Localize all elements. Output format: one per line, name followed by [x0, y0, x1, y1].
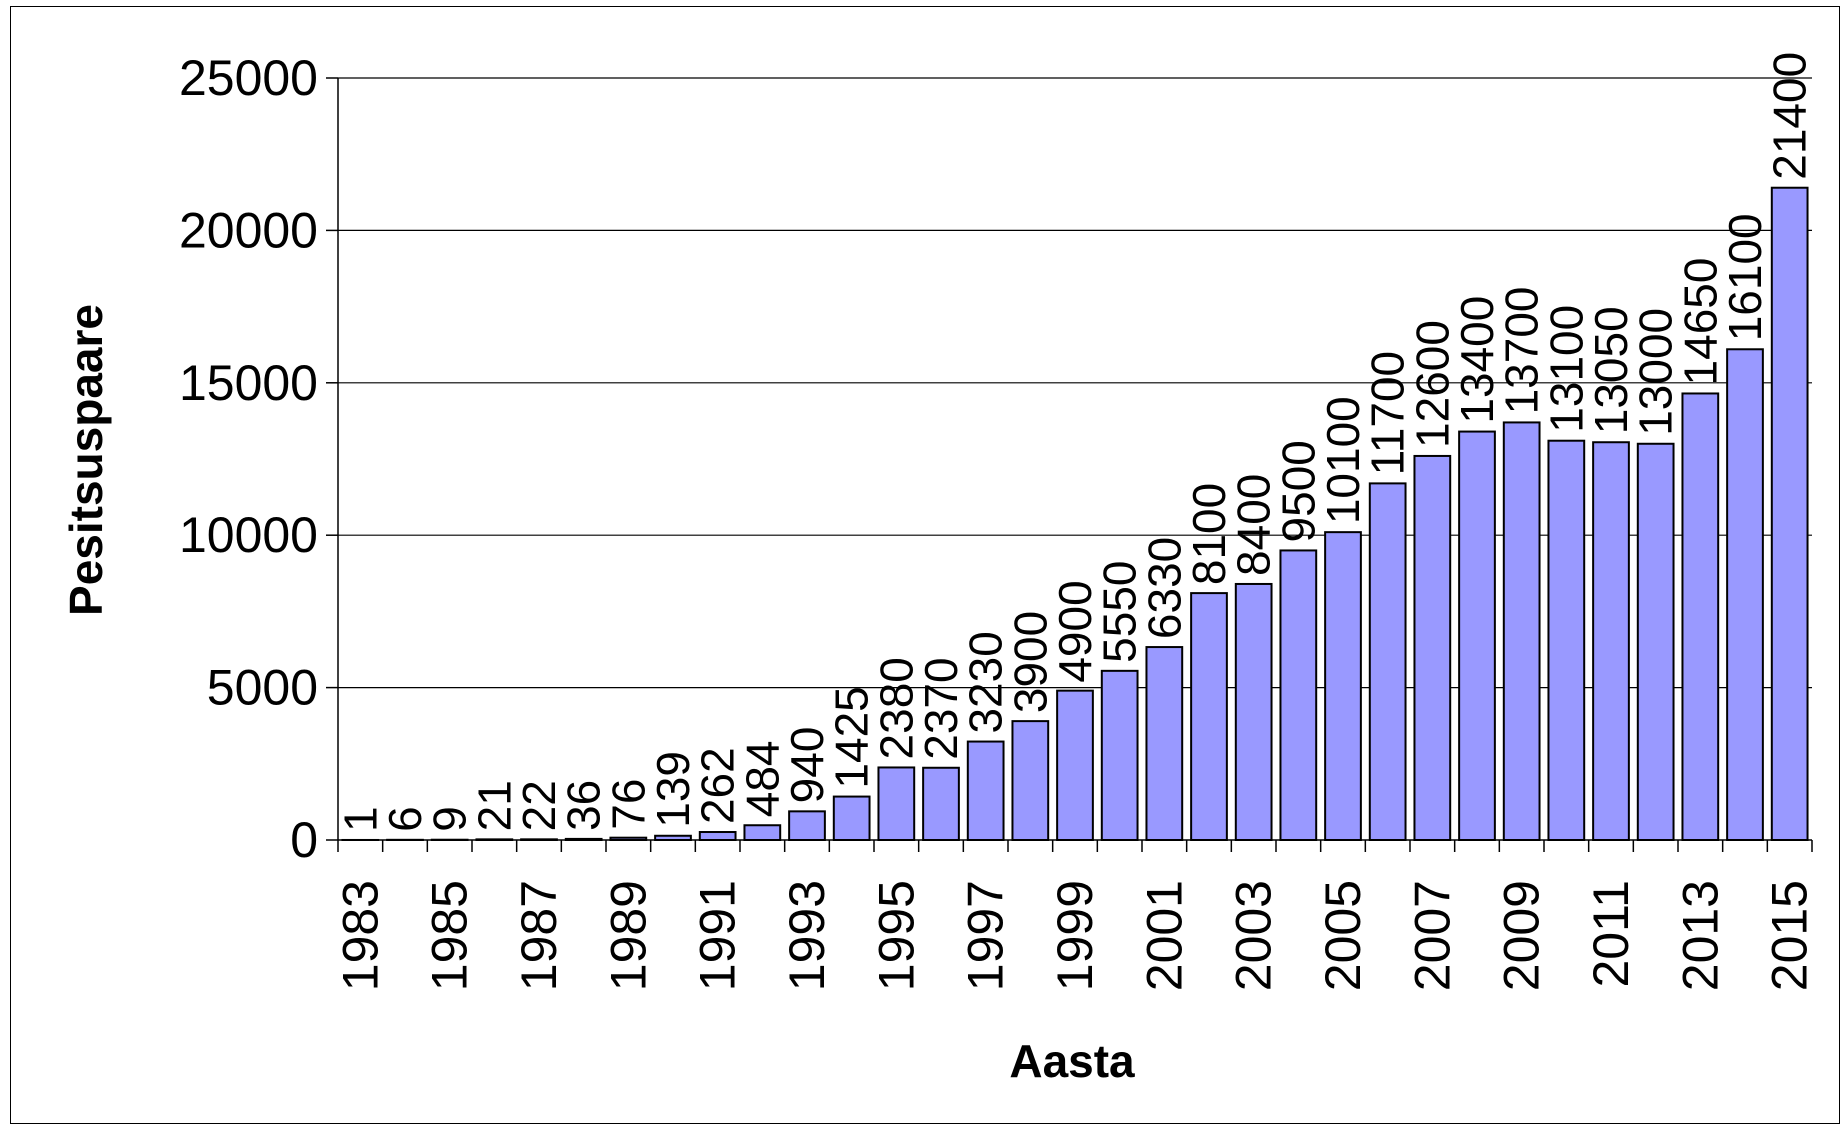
- data-label: 484: [736, 740, 788, 817]
- x-tick-label: 2003: [1226, 880, 1282, 991]
- bar-1992: [743, 824, 782, 842]
- bar-2009: [1502, 421, 1541, 841]
- data-label: 12600: [1406, 320, 1458, 448]
- data-label: 22: [513, 780, 565, 831]
- bar-1995: [877, 766, 916, 841]
- x-tick-label: 1995: [868, 880, 924, 991]
- y-tick-label: 10000: [179, 507, 318, 563]
- y-tick-label: 20000: [179, 202, 318, 258]
- bar-2010: [1547, 439, 1586, 841]
- data-label: 5550: [1094, 560, 1146, 662]
- x-tick-label: 2005: [1315, 880, 1371, 991]
- data-label: 262: [692, 747, 744, 824]
- x-tick-label: 1997: [958, 880, 1014, 991]
- bar-2001: [1145, 646, 1184, 841]
- data-label: 13000: [1630, 308, 1682, 436]
- bar-2008: [1458, 430, 1496, 841]
- bar-2005: [1324, 531, 1362, 841]
- data-label: 1: [334, 806, 386, 832]
- data-label: 76: [602, 779, 654, 830]
- bar-1997: [966, 740, 1005, 842]
- y-tick-label: 15000: [179, 355, 318, 411]
- data-label: 3230: [960, 631, 1012, 733]
- y-tick-label: 25000: [179, 50, 318, 106]
- bar-2002: [1190, 592, 1228, 841]
- data-label: 16100: [1719, 213, 1771, 341]
- data-label: 3900: [1004, 611, 1056, 713]
- data-label: 13400: [1451, 296, 1503, 424]
- data-label: 940: [781, 727, 833, 804]
- data-label: 36: [558, 780, 610, 831]
- y-tick-label: 0: [290, 812, 318, 868]
- data-label: 9: [424, 806, 476, 832]
- bar-1998: [1011, 720, 1050, 841]
- bar-2004: [1279, 549, 1318, 841]
- data-label: 2380: [870, 657, 922, 759]
- y-tick-label: 5000: [207, 660, 318, 716]
- data-label: 21: [468, 780, 520, 831]
- data-label: 4900: [1049, 580, 1101, 682]
- data-label: 21400: [1764, 52, 1816, 180]
- bar-2006: [1368, 482, 1407, 841]
- data-label: 14650: [1674, 258, 1726, 386]
- bar-2011: [1592, 441, 1630, 841]
- bar-2013: [1681, 392, 1720, 841]
- x-tick-label: 2011: [1583, 880, 1639, 988]
- data-label: 11700: [1362, 351, 1414, 476]
- bar-2000: [1100, 669, 1139, 841]
- data-label: 8100: [1183, 483, 1235, 585]
- bar-1996: [922, 766, 960, 841]
- bar-2007: [1413, 454, 1452, 841]
- data-label: 6: [379, 806, 431, 832]
- data-label: 13050: [1585, 306, 1637, 434]
- bar-1994: [832, 795, 871, 841]
- x-tick-label: 2009: [1494, 880, 1550, 991]
- data-label: 13700: [1496, 287, 1548, 415]
- bar-2012: [1636, 442, 1675, 841]
- x-axis-title: Aasta: [1009, 1035, 1135, 1087]
- bar-2015: [1770, 186, 1809, 841]
- data-labels: 1692122367613926248494014252380237032303…: [334, 52, 1815, 832]
- data-label: 1425: [826, 686, 878, 788]
- x-tick-label: 2015: [1762, 880, 1818, 991]
- x-tick-label: 1987: [511, 880, 567, 991]
- bar-1999: [1056, 689, 1094, 842]
- data-label: 10100: [1317, 396, 1369, 524]
- data-label: 2370: [915, 657, 967, 759]
- y-axis-title: Pesitsuspaare: [60, 304, 112, 616]
- x-tick-label: 1985: [422, 880, 478, 991]
- x-tick-label: 1983: [332, 880, 388, 991]
- bar-2003: [1234, 582, 1273, 842]
- x-tick-label: 1999: [1047, 880, 1103, 991]
- x-tick-label: 1993: [779, 880, 835, 991]
- x-tick-label: 2013: [1672, 880, 1728, 991]
- data-label: 8400: [1228, 474, 1280, 576]
- data-label: 6330: [1138, 537, 1190, 639]
- x-tick-label: 1989: [600, 880, 656, 991]
- bar-1993: [788, 810, 826, 842]
- x-tick-label: 1991: [690, 880, 746, 991]
- data-label: 139: [647, 751, 699, 828]
- data-label: 9500: [1272, 440, 1324, 542]
- data-label: 13100: [1540, 305, 1592, 433]
- bar-1991: [698, 831, 737, 841]
- bars: [341, 186, 1809, 842]
- x-tick-label: 2001: [1136, 880, 1192, 991]
- x-tick-label: 2007: [1404, 880, 1460, 991]
- bar-2014: [1726, 348, 1764, 841]
